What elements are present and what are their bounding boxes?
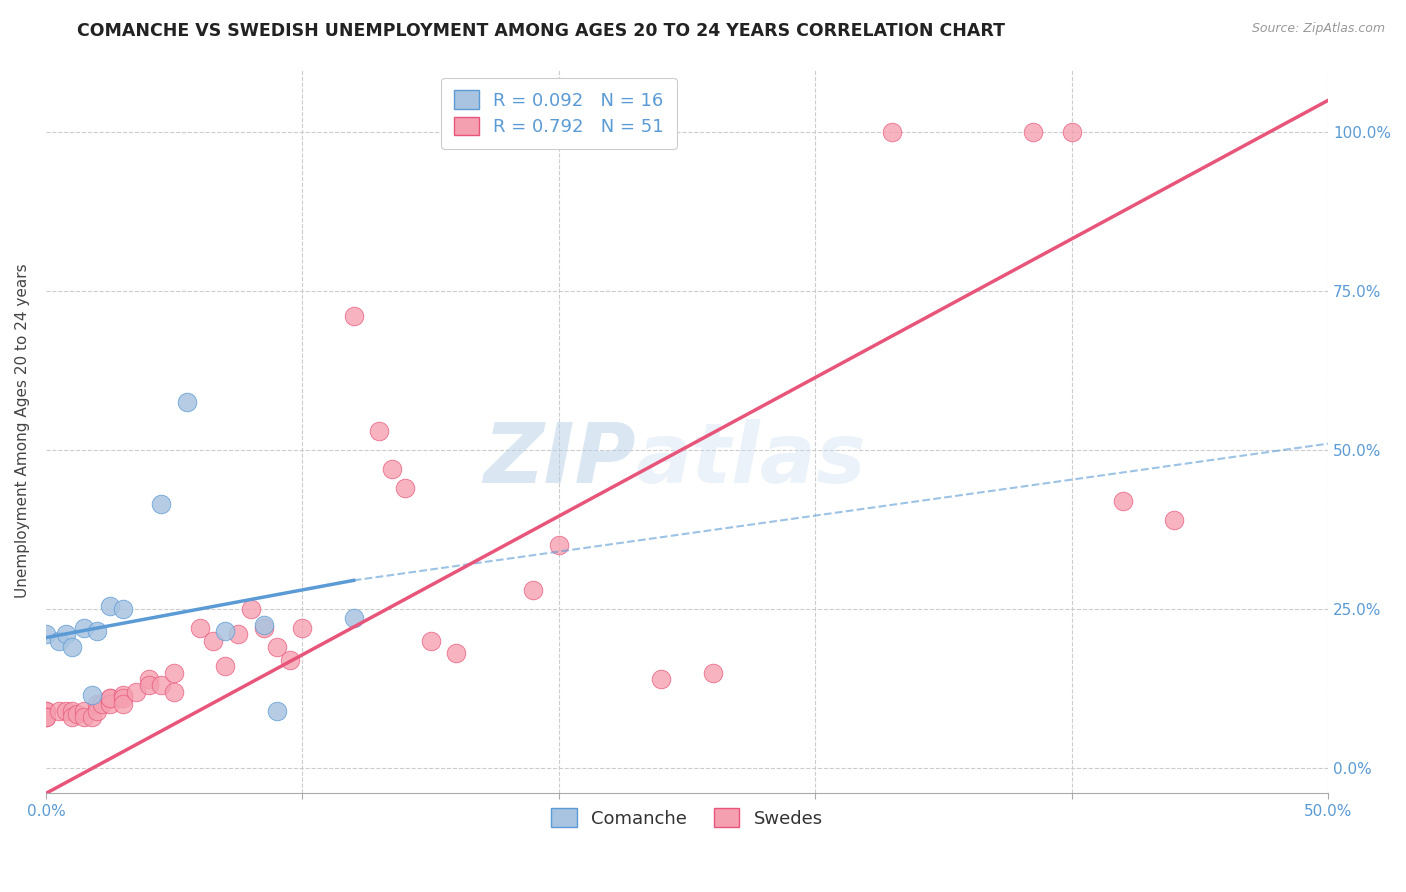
Point — [1163, 513, 1185, 527]
Point — [176, 395, 198, 409]
Point — [446, 647, 468, 661]
Legend: Comanche, Swedes: Comanche, Swedes — [544, 801, 830, 835]
Point — [882, 125, 904, 139]
Point — [343, 611, 366, 625]
Point — [150, 678, 173, 692]
Point — [253, 621, 276, 635]
Point — [150, 497, 173, 511]
Point — [60, 704, 83, 718]
Point — [48, 633, 70, 648]
Point — [163, 665, 186, 680]
Point — [125, 684, 148, 698]
Point — [91, 698, 114, 712]
Point — [98, 690, 121, 705]
Point — [73, 621, 96, 635]
Point — [60, 640, 83, 654]
Point — [111, 698, 134, 712]
Point — [650, 672, 672, 686]
Point — [702, 665, 724, 680]
Point — [35, 627, 58, 641]
Point — [240, 602, 263, 616]
Point — [73, 704, 96, 718]
Point — [201, 633, 224, 648]
Point — [138, 672, 160, 686]
Point — [98, 690, 121, 705]
Point — [55, 704, 77, 718]
Point — [188, 621, 211, 635]
Point — [35, 710, 58, 724]
Point — [522, 582, 544, 597]
Point — [291, 621, 314, 635]
Point — [111, 690, 134, 705]
Point — [266, 640, 288, 654]
Point — [86, 624, 108, 639]
Point — [35, 704, 58, 718]
Point — [226, 627, 249, 641]
Point — [547, 538, 569, 552]
Point — [419, 633, 441, 648]
Text: atlas: atlas — [636, 419, 866, 500]
Point — [253, 618, 276, 632]
Point — [82, 688, 104, 702]
Point — [86, 698, 108, 712]
Point — [278, 653, 301, 667]
Point — [98, 698, 121, 712]
Point — [1022, 125, 1045, 139]
Point — [214, 624, 236, 639]
Point — [48, 704, 70, 718]
Point — [138, 678, 160, 692]
Y-axis label: Unemployment Among Ages 20 to 24 years: Unemployment Among Ages 20 to 24 years — [15, 264, 30, 599]
Point — [98, 599, 121, 613]
Text: COMANCHE VS SWEDISH UNEMPLOYMENT AMONG AGES 20 TO 24 YEARS CORRELATION CHART: COMANCHE VS SWEDISH UNEMPLOYMENT AMONG A… — [77, 22, 1005, 40]
Point — [214, 659, 236, 673]
Point — [343, 310, 366, 324]
Point — [163, 684, 186, 698]
Point — [111, 602, 134, 616]
Text: Source: ZipAtlas.com: Source: ZipAtlas.com — [1251, 22, 1385, 36]
Point — [394, 481, 416, 495]
Text: ZIP: ZIP — [484, 419, 636, 500]
Point — [60, 710, 83, 724]
Point — [1112, 494, 1135, 508]
Point — [35, 710, 58, 724]
Point — [55, 627, 77, 641]
Point — [66, 706, 89, 721]
Point — [1060, 125, 1083, 139]
Point — [266, 704, 288, 718]
Point — [86, 704, 108, 718]
Point — [111, 688, 134, 702]
Point — [82, 710, 104, 724]
Point — [381, 462, 404, 476]
Point — [35, 704, 58, 718]
Point — [73, 710, 96, 724]
Point — [368, 424, 391, 438]
